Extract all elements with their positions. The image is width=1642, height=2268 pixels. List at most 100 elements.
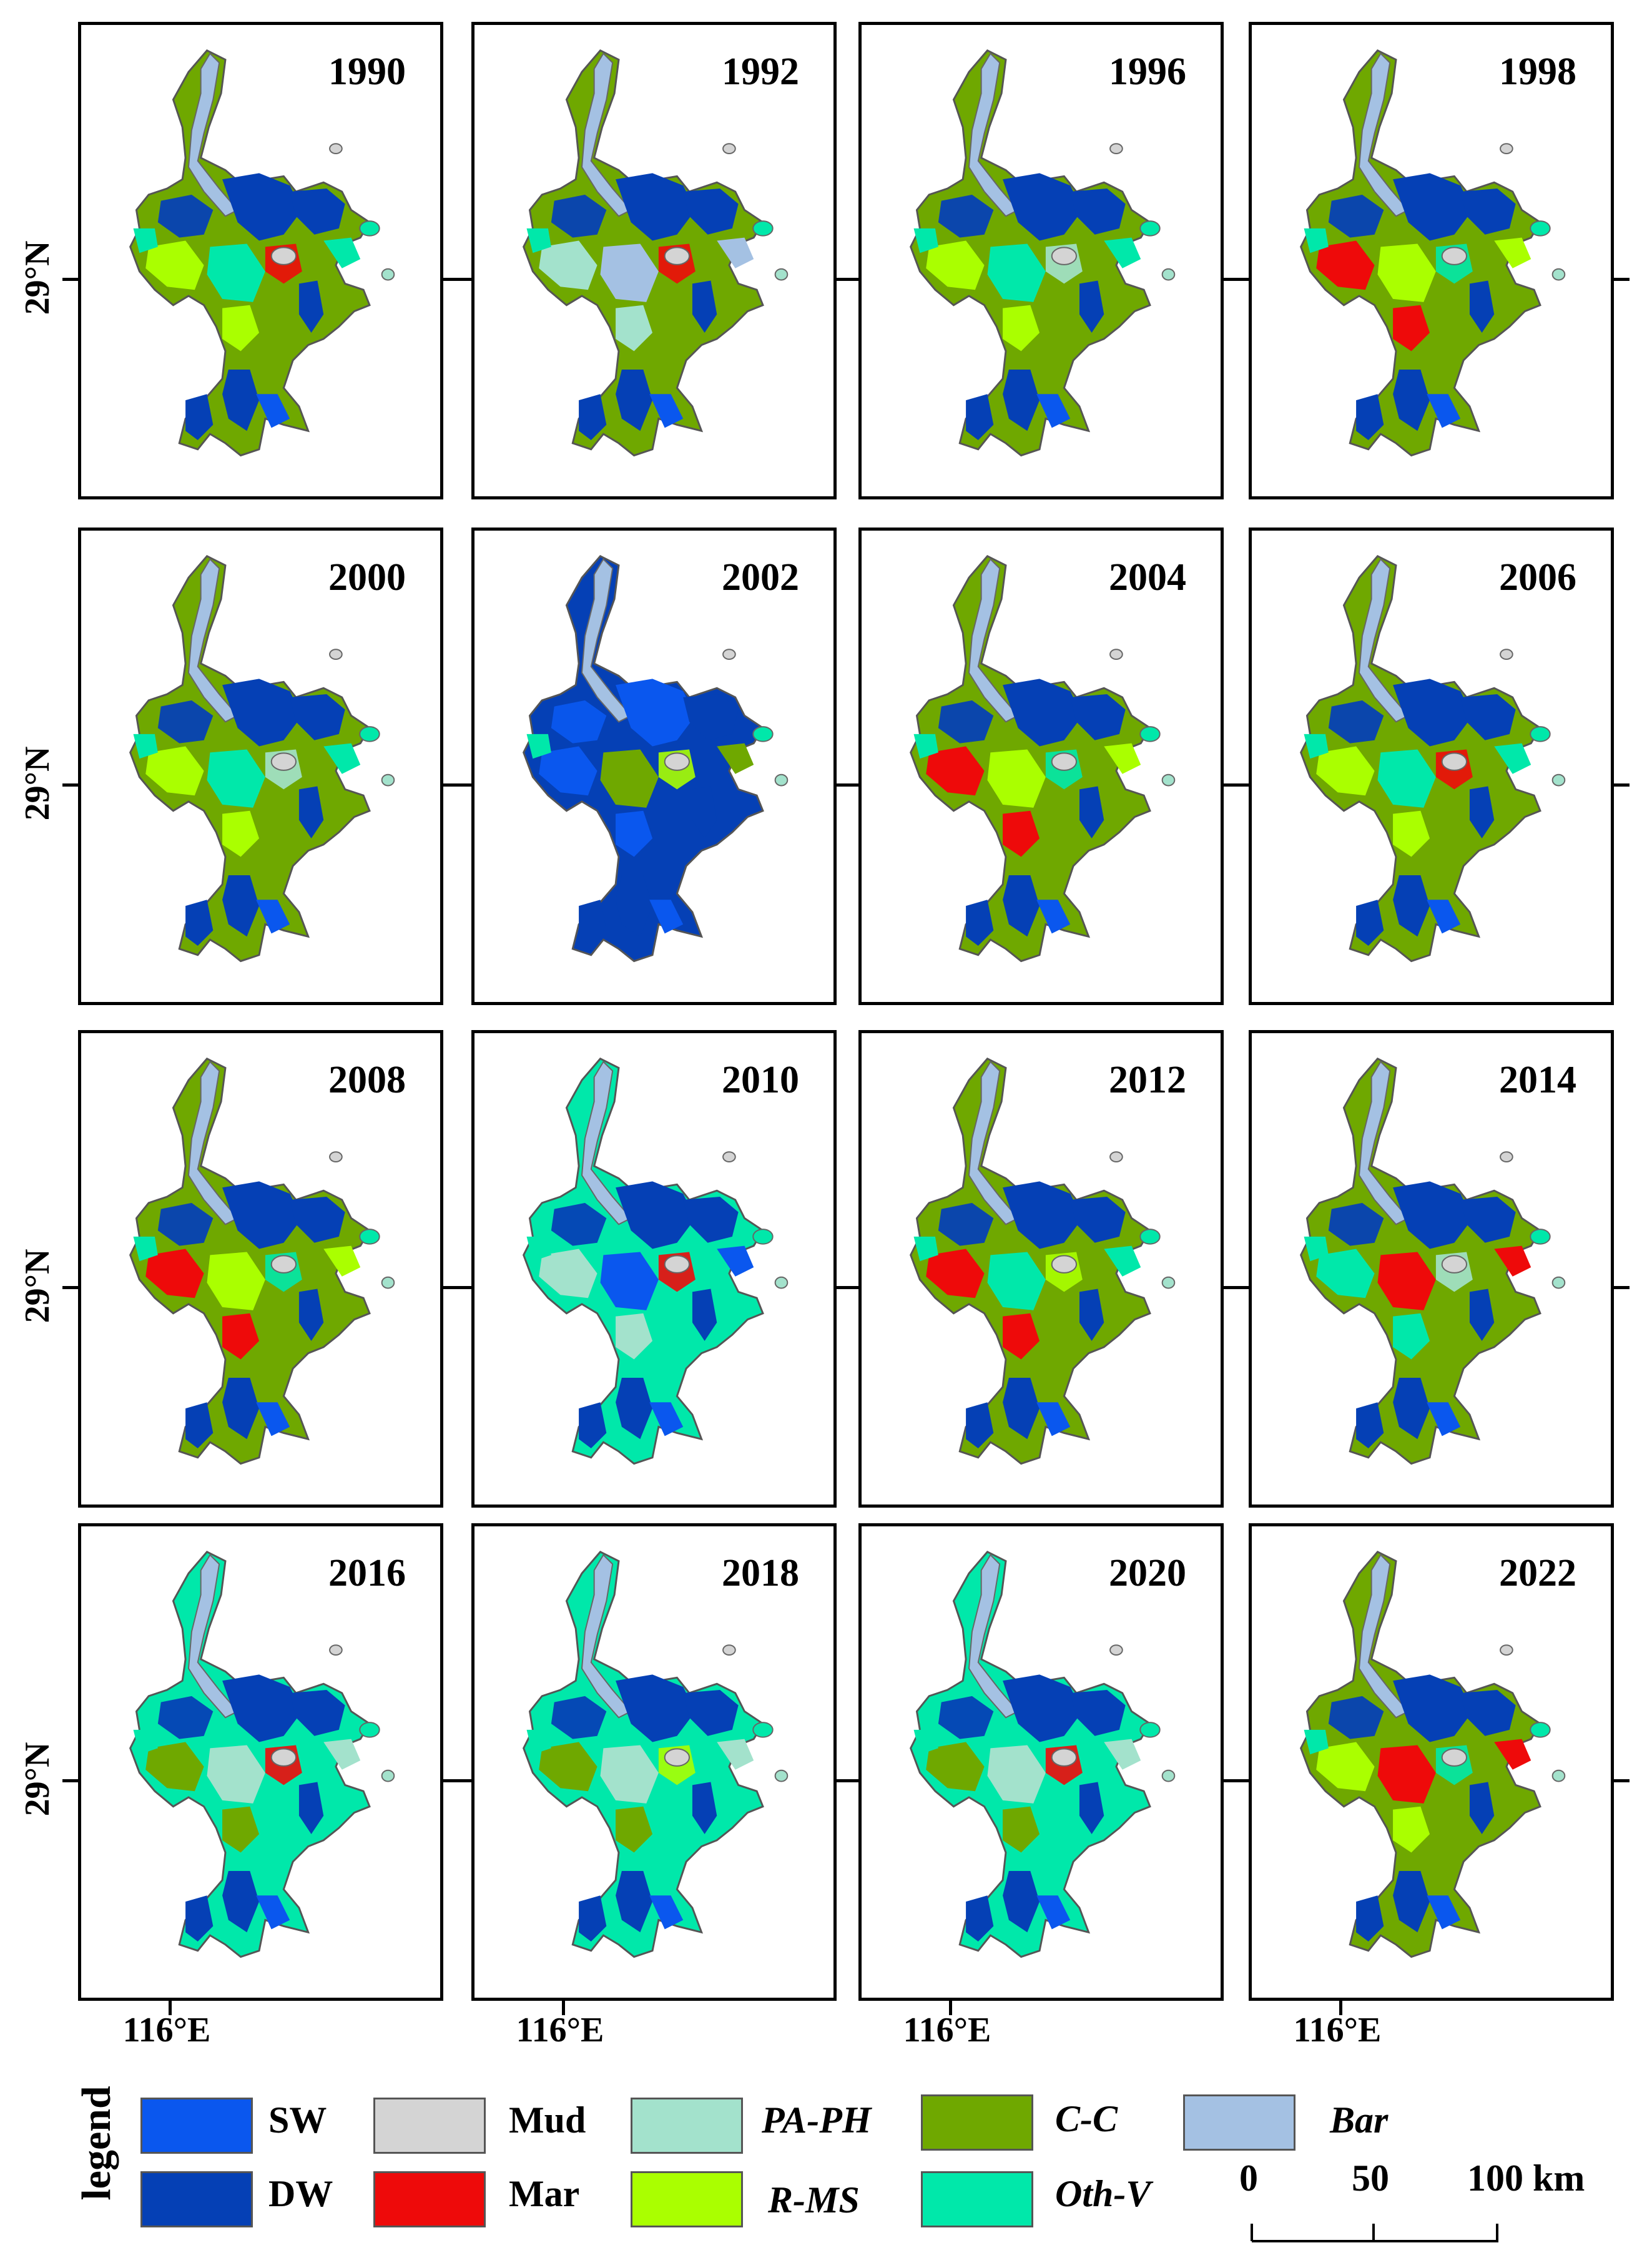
- panel-year-label: 1992: [722, 51, 799, 93]
- latitude-tick: [1611, 1779, 1630, 1782]
- small-island: [329, 1151, 343, 1162]
- latitude-tick: [1233, 1779, 1252, 1782]
- river-channel: [1359, 1061, 1410, 1225]
- southeast-water-body: [1079, 280, 1104, 333]
- mud-island: [1051, 1255, 1077, 1274]
- south-arm-shallow: [1036, 394, 1071, 428]
- southeast-water-body: [1469, 280, 1495, 333]
- longitude-tick: [1339, 1998, 1342, 2015]
- small-island: [1551, 773, 1566, 787]
- south-arm-shallow: [256, 900, 290, 934]
- southeast-water-body: [692, 1782, 717, 1834]
- small-island: [722, 1644, 736, 1656]
- river-channel: [581, 1554, 632, 1719]
- legend-label-r-ms: R-MS: [768, 2179, 860, 2221]
- river-channel: [581, 558, 632, 723]
- southeast-water-body: [298, 786, 324, 838]
- landcover-patch: [616, 1313, 653, 1360]
- southeast-water-body: [1469, 786, 1495, 838]
- mud-island: [270, 1748, 297, 1767]
- main-water-body: [616, 679, 696, 747]
- east-water-body: [1070, 694, 1126, 740]
- legend-label-oth-v: Oth-V: [1055, 2173, 1151, 2214]
- south-arm-water: [1003, 369, 1040, 431]
- small-island: [381, 268, 395, 281]
- southwest-arm-water: [966, 394, 994, 440]
- southeast-water-body: [298, 1289, 324, 1341]
- mud-island: [664, 247, 690, 265]
- south-arm-water: [222, 1870, 260, 1933]
- mud-island: [1051, 247, 1077, 265]
- latitude-tick: [456, 1286, 474, 1289]
- southeast-water-body: [692, 1289, 717, 1341]
- small-island: [359, 1229, 380, 1245]
- southeast-water-body: [1469, 1289, 1495, 1341]
- landcover-patch: [207, 1252, 265, 1310]
- south-arm-shallow: [649, 900, 684, 934]
- west-water-body: [157, 1202, 214, 1246]
- map-panel-2022: 2022: [1233, 1523, 1630, 2015]
- legend-swatch-mud: [373, 2098, 486, 2154]
- landcover-patch: [1304, 734, 1329, 759]
- river-channel: [188, 1554, 239, 1719]
- landcover-patch: [1393, 305, 1430, 351]
- landcover-patch: [987, 1252, 1046, 1310]
- east-water-body: [1460, 1197, 1516, 1243]
- landcover-patch: [1393, 810, 1430, 857]
- longitude-label: 116°E: [1293, 2011, 1382, 2050]
- map-panel-2014: 2014: [1233, 1030, 1630, 1508]
- river-channel: [581, 1061, 632, 1225]
- landcover-patch: [717, 237, 754, 268]
- landcover-patch: [323, 1739, 361, 1770]
- east-water-body: [290, 189, 345, 235]
- south-arm-shallow: [1427, 1895, 1461, 1930]
- small-island: [1530, 1722, 1551, 1738]
- small-island: [1109, 1644, 1123, 1656]
- latitude-tick: [456, 278, 474, 281]
- longitude-label: 116°E: [903, 2011, 991, 2050]
- small-island: [1139, 726, 1161, 742]
- main-water-body: [1003, 1181, 1083, 1249]
- scale-tick: [1372, 2224, 1375, 2241]
- map-panel-2010: 2010: [456, 1030, 852, 1508]
- west-water-body: [1328, 194, 1384, 238]
- latitude-tick: [1233, 783, 1252, 787]
- landcover-patch: [323, 1245, 361, 1277]
- river-channel: [1359, 558, 1410, 723]
- landcover-patch: [526, 1236, 551, 1262]
- southeast-water-body: [298, 1782, 324, 1834]
- south-arm-shallow: [1427, 1402, 1461, 1436]
- legend-label-mud: Mud: [509, 2099, 586, 2141]
- latitude-tick: [456, 1779, 474, 1782]
- latitude-label: 29°N: [18, 240, 57, 315]
- panel-year-label: 2000: [328, 556, 406, 599]
- landcover-patch: [926, 240, 985, 290]
- west-water-body: [551, 194, 607, 238]
- small-island: [381, 1769, 395, 1782]
- small-island: [381, 773, 395, 787]
- landcover-patch: [926, 1249, 985, 1298]
- south-arm-shallow: [649, 1895, 684, 1930]
- west-water-body: [157, 1696, 214, 1739]
- landcover-patch: [1377, 749, 1436, 808]
- landcover-patch: [1393, 1806, 1430, 1853]
- south-arm-shallow: [1427, 900, 1461, 934]
- landcover-patch: [1304, 1729, 1329, 1755]
- legend-label-pa-ph: PA-PH: [762, 2099, 872, 2141]
- landcover-patch: [1304, 1236, 1329, 1262]
- landcover-patch: [207, 1745, 265, 1804]
- small-island: [381, 1276, 395, 1289]
- landcover-patch: [133, 228, 158, 253]
- scale-tick: [1496, 2224, 1498, 2241]
- map-panel-2008: 2008: [62, 1030, 459, 1508]
- south-arm-water: [1393, 369, 1430, 431]
- small-island: [359, 726, 380, 742]
- landcover-patch: [222, 1313, 260, 1360]
- panel-year-label: 2022: [1499, 1552, 1576, 1594]
- landcover-patch: [1003, 1313, 1040, 1360]
- southwest-arm-water: [579, 1402, 607, 1448]
- scale-bar-line: [1252, 2240, 1498, 2242]
- small-island: [722, 143, 736, 154]
- small-island: [752, 220, 774, 237]
- small-island: [752, 1722, 774, 1738]
